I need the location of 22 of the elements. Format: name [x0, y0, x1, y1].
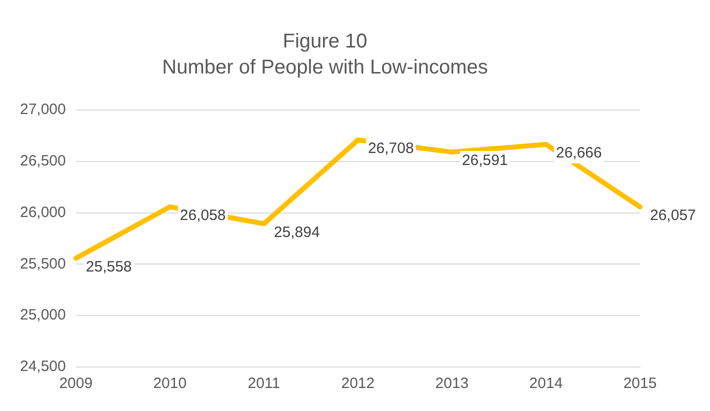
data-label: 26,057	[650, 207, 696, 224]
y-tick-label: 24,500	[20, 358, 66, 376]
chart-subtitle: Number of People with Low-incomes	[162, 56, 488, 79]
y-tick-label: 26,500	[20, 152, 66, 170]
data-label: 26,591	[462, 152, 508, 170]
x-tick-label: 2015	[623, 375, 657, 392]
y-tick-label: 26,000	[20, 204, 66, 221]
data-label: 25,558	[86, 258, 132, 276]
data-label: 26,708	[368, 140, 414, 158]
x-tick-label: 2012	[341, 375, 375, 392]
data-label: 26,058	[180, 206, 226, 224]
x-tick-label: 2014	[529, 375, 563, 392]
data-label: 26,666	[556, 144, 602, 162]
y-tick-label: 27,000	[20, 101, 66, 118]
chart-title: Figure 10	[282, 30, 368, 53]
x-tick-label: 2010	[153, 375, 187, 392]
x-tick-label: 2009	[59, 375, 93, 392]
x-tick-label: 2011	[248, 375, 280, 392]
y-tick-label: 25,500	[20, 255, 66, 272]
data-label: 25,894	[274, 224, 320, 241]
y-tick-label: 25,000	[20, 306, 66, 324]
x-tick-label: 2013	[435, 375, 469, 392]
